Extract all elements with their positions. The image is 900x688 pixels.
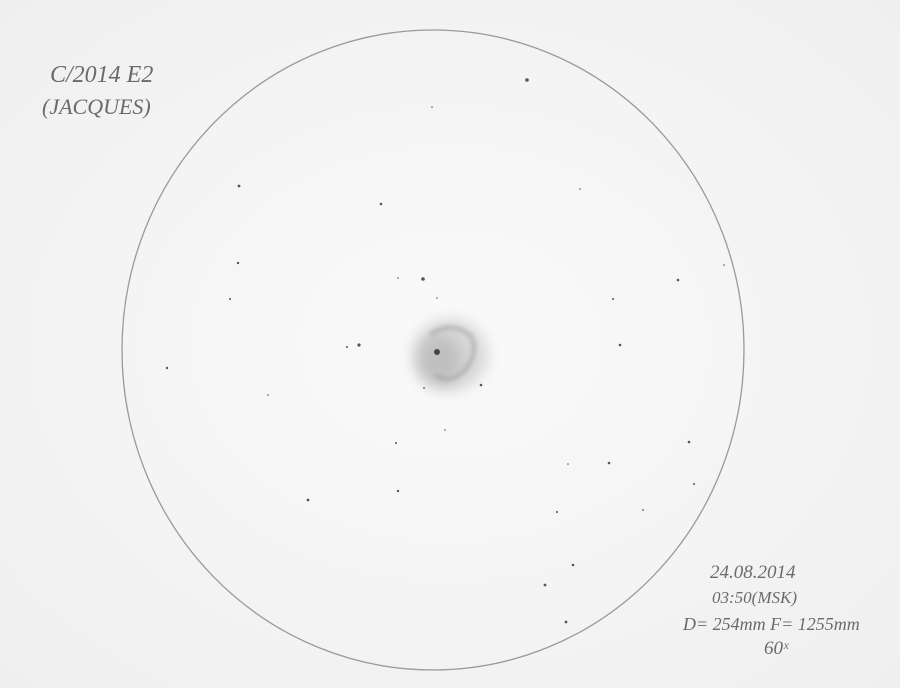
object-name: C/2014 E2 [50,62,153,88]
observation-note: 24.08.2014 [710,562,796,583]
field-of-view [121,29,745,671]
observation-note: 60ˣ [764,638,789,659]
observation-note: 03:50(MSK) [712,588,797,607]
observation-note: D= 254mm F= 1255mm [682,614,860,634]
comet [412,319,488,391]
stars [165,78,725,624]
object-name: (JACQUES) [42,94,151,119]
